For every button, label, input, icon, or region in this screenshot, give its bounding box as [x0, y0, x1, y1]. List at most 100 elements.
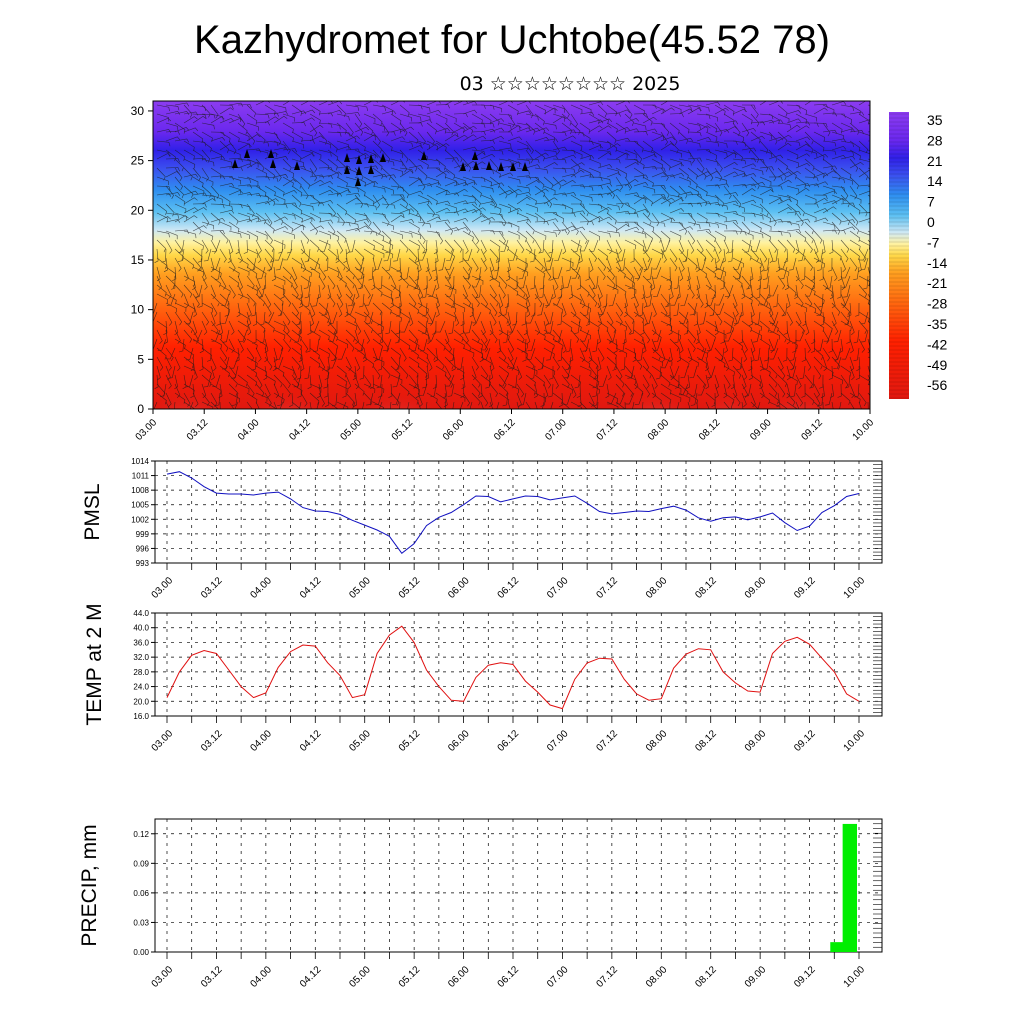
wind-barbs [153, 101, 870, 409]
x-tick-label: 06.00 [446, 964, 472, 990]
x-tick-label: 05.00 [347, 575, 373, 601]
y-tick-label: 20.0 [133, 697, 149, 706]
jet-flag [244, 149, 250, 158]
jet-flag [355, 177, 361, 186]
y-tick-label: 0.03 [133, 918, 149, 927]
colorbar-label: -42 [927, 336, 947, 352]
xs-xtick-label: 05.00 [339, 417, 365, 443]
y-tick-label: 1005 [131, 501, 149, 510]
x-tick-label: 09.12 [792, 964, 818, 990]
x-tick-label: 05.12 [397, 575, 423, 601]
colorbar-ramp [889, 112, 909, 399]
y-tick-label: 1002 [131, 515, 149, 524]
x-tick-label: 05.12 [397, 964, 423, 990]
xs-xtick-label: 08.00 [646, 417, 672, 443]
y-tick-label: 0.06 [133, 889, 149, 898]
y-tick-label: 996 [136, 544, 150, 553]
y-tick-label: 0.09 [133, 859, 149, 868]
xs-xtick-label: 04.12 [287, 417, 313, 443]
jet-flag [368, 165, 374, 174]
xs-ytick-label: 30 [131, 104, 145, 118]
jet-flag [486, 161, 492, 170]
y-axis-label: PRECIP, mm [78, 824, 101, 946]
panel-frame [154, 818, 883, 953]
jet-flag [344, 153, 350, 162]
colorbar-label: -7 [927, 234, 940, 250]
jet-flag [356, 166, 362, 175]
y-axis-label: PMSL [81, 483, 104, 540]
x-tick-label: 09.00 [743, 964, 769, 990]
jet-flag [356, 155, 362, 164]
colorbar-label: 14 [927, 173, 943, 189]
y-tick-label: 28.0 [133, 668, 149, 677]
x-tick-label: 05.00 [347, 964, 373, 990]
pmsl-panel: 993 996 999 1002 1005 1008 1011 1014 03.00 03.12 0… [81, 457, 883, 601]
x-tick-label: 09.12 [792, 575, 818, 601]
x-tick-label: 06.12 [496, 728, 522, 754]
y-tick-label: 44.0 [133, 609, 149, 618]
xs-ytick-label: 25 [131, 154, 145, 168]
y-tick-label: 0.12 [133, 830, 149, 839]
xs-xtick-label: 07.12 [595, 417, 621, 443]
x-tick-label: 10.00 [842, 575, 868, 601]
jet-flag [268, 149, 274, 158]
colorbar-label: -28 [927, 296, 947, 312]
x-tick-label: 08.00 [644, 728, 670, 754]
jet-flag [368, 154, 374, 163]
xs-xtick-label: 04.00 [236, 417, 262, 443]
panel-frame [154, 460, 883, 564]
xs-xtick-label: 08.12 [697, 417, 723, 443]
x-tick-label: 03.12 [199, 964, 225, 990]
colorbar-label: -56 [927, 377, 947, 393]
jet-flag [270, 159, 276, 168]
xs-xtick-label: 03.00 [134, 417, 160, 443]
xs-xtick-label: 05.12 [390, 417, 416, 443]
xs-ytick-label: 20 [131, 203, 145, 217]
x-tick-label: 04.00 [249, 728, 275, 754]
x-tick-label: 07.00 [545, 728, 571, 754]
surface-warm-spot [599, 334, 710, 409]
xs-xtick-label: 07.00 [543, 417, 569, 443]
jet-flag [522, 162, 528, 171]
date-subtitle: 03 ☆☆☆☆☆☆☆☆ 2025 [459, 73, 681, 95]
jet-flag [421, 151, 427, 160]
x-tick-label: 08.12 [693, 728, 719, 754]
jet-flag [498, 162, 504, 171]
xs-ytick-label: 15 [131, 253, 145, 267]
y-tick-label: 24.0 [133, 683, 149, 692]
pmsl-series-line [166, 471, 860, 555]
colorbar-label: -14 [927, 255, 947, 271]
xs-xtick-label: 03.12 [185, 417, 211, 443]
colorbar-label: 0 [927, 214, 935, 230]
jet-flag [294, 161, 300, 170]
jet-flag [472, 151, 478, 160]
jet-flag [380, 153, 386, 162]
xs-ytick-label: 0 [137, 402, 144, 416]
y-tick-label: 0.00 [133, 948, 149, 957]
x-tick-label: 06.00 [446, 575, 472, 601]
x-tick-label: 04.12 [298, 575, 324, 601]
x-tick-label: 08.12 [693, 575, 719, 601]
colorbar-label: 35 [927, 112, 943, 128]
x-tick-label: 03.12 [199, 575, 225, 601]
precip-bar [842, 823, 857, 952]
colorbar-label: 7 [927, 194, 935, 210]
temp2m-series-line [166, 625, 860, 710]
y-tick-label: 36.0 [133, 638, 149, 647]
jet-flag [232, 159, 238, 168]
x-tick-label: 04.12 [298, 728, 324, 754]
x-tick-label: 07.00 [545, 964, 571, 990]
colorbar-bands [889, 113, 909, 399]
surface-warm-spot [153, 334, 249, 409]
x-tick-label: 04.12 [298, 964, 324, 990]
xs-ytick-label: 5 [137, 352, 144, 366]
y-axis-label: TEMP at 2 M [83, 603, 106, 725]
x-tick-label: 07.12 [595, 575, 621, 601]
x-tick-label: 10.00 [842, 728, 868, 754]
y-tick-label: 1014 [131, 457, 149, 466]
x-tick-label: 10.00 [842, 964, 868, 990]
x-tick-label: 07.12 [595, 728, 621, 754]
y-tick-label: 32.0 [133, 653, 149, 662]
x-tick-label: 07.12 [595, 964, 621, 990]
